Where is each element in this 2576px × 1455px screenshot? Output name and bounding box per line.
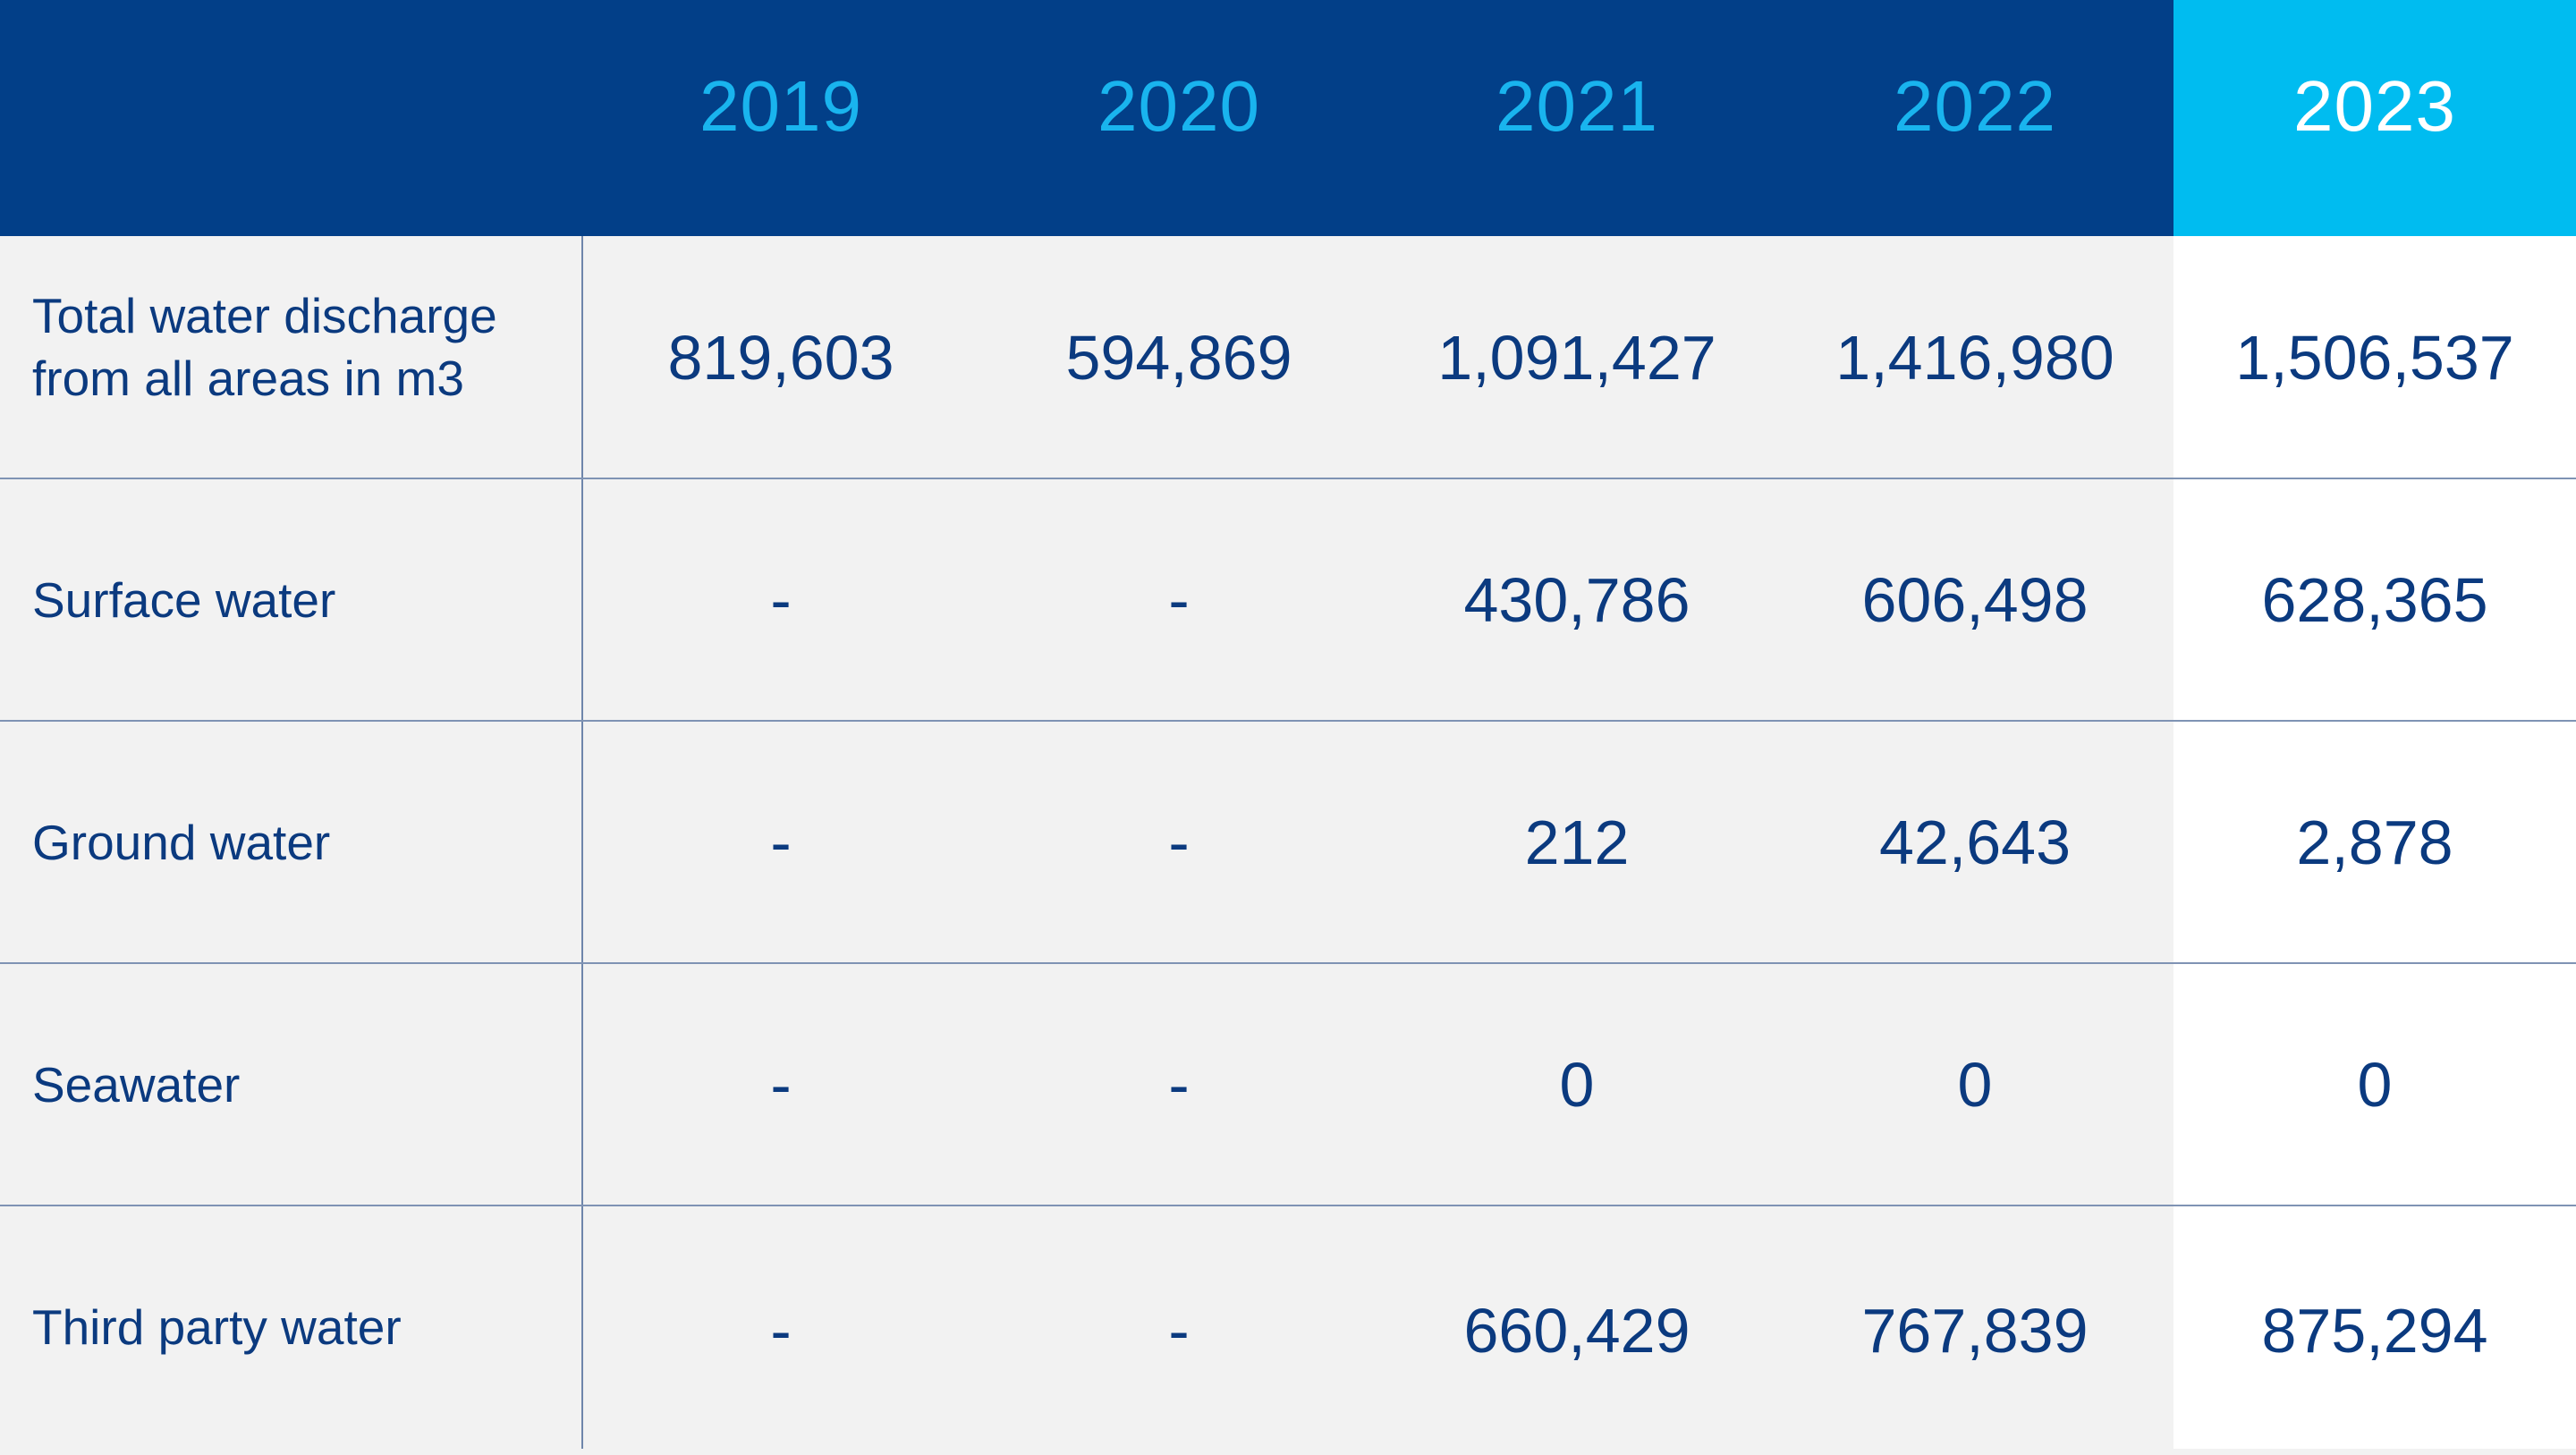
- table-cell: 1,506,537: [2235, 322, 2514, 393]
- table-cell: 42,643: [1878, 807, 2072, 877]
- row-label: Third party water: [32, 1299, 402, 1355]
- column-header-2021: 2021: [1496, 66, 1658, 146]
- table-cell: 1,091,427: [1437, 322, 1716, 393]
- table-cell: -: [770, 1049, 792, 1120]
- table-cell: 212: [1524, 807, 1630, 877]
- table-cell: 628,365: [2261, 564, 2488, 635]
- table-cell: -: [770, 807, 792, 877]
- label-column-divider: [581, 236, 583, 1449]
- table-cell: 0: [2357, 1049, 2393, 1120]
- table-cell: -: [770, 564, 792, 635]
- row-label: Total water discharge from all areas in …: [32, 287, 497, 406]
- table-cell: 1,416,980: [1835, 322, 2114, 393]
- table-cell: 660,429: [1463, 1295, 1690, 1366]
- table-cell: 767,839: [1861, 1295, 2089, 1366]
- table-cell: -: [770, 1295, 792, 1366]
- table-cell: 0: [1559, 1049, 1595, 1120]
- table-cell: 875,294: [2261, 1295, 2488, 1366]
- header-highlight-2023: [2174, 0, 2576, 236]
- table-cell: 819,603: [667, 322, 894, 393]
- column-highlight-2023: [2174, 236, 2576, 1449]
- row-label: Ground water: [32, 814, 331, 870]
- table-cell: -: [1168, 564, 1190, 635]
- column-header-2022: 2022: [1894, 66, 2056, 146]
- table-cell: 0: [1957, 1049, 1993, 1120]
- table-cell: 606,498: [1861, 564, 2089, 635]
- row-label: Surface water: [32, 571, 336, 628]
- table-cell: -: [1168, 807, 1190, 877]
- row-label: Seawater: [32, 1056, 241, 1112]
- table-cell: -: [1168, 1295, 1190, 1366]
- row-divider: [0, 1205, 2576, 1206]
- table-cell: 594,869: [1065, 322, 1292, 393]
- column-header-2020: 2020: [1097, 66, 1260, 146]
- table-cell: -: [1168, 1049, 1190, 1120]
- column-header-2023: 2023: [2293, 66, 2456, 146]
- column-header-2019: 2019: [699, 66, 862, 146]
- table-cell: 2,878: [2296, 807, 2453, 877]
- table-header: [0, 0, 2576, 236]
- row-divider: [0, 478, 2576, 479]
- table-cell: 430,786: [1463, 564, 1690, 635]
- row-divider: [0, 720, 2576, 722]
- row-divider: [0, 962, 2576, 964]
